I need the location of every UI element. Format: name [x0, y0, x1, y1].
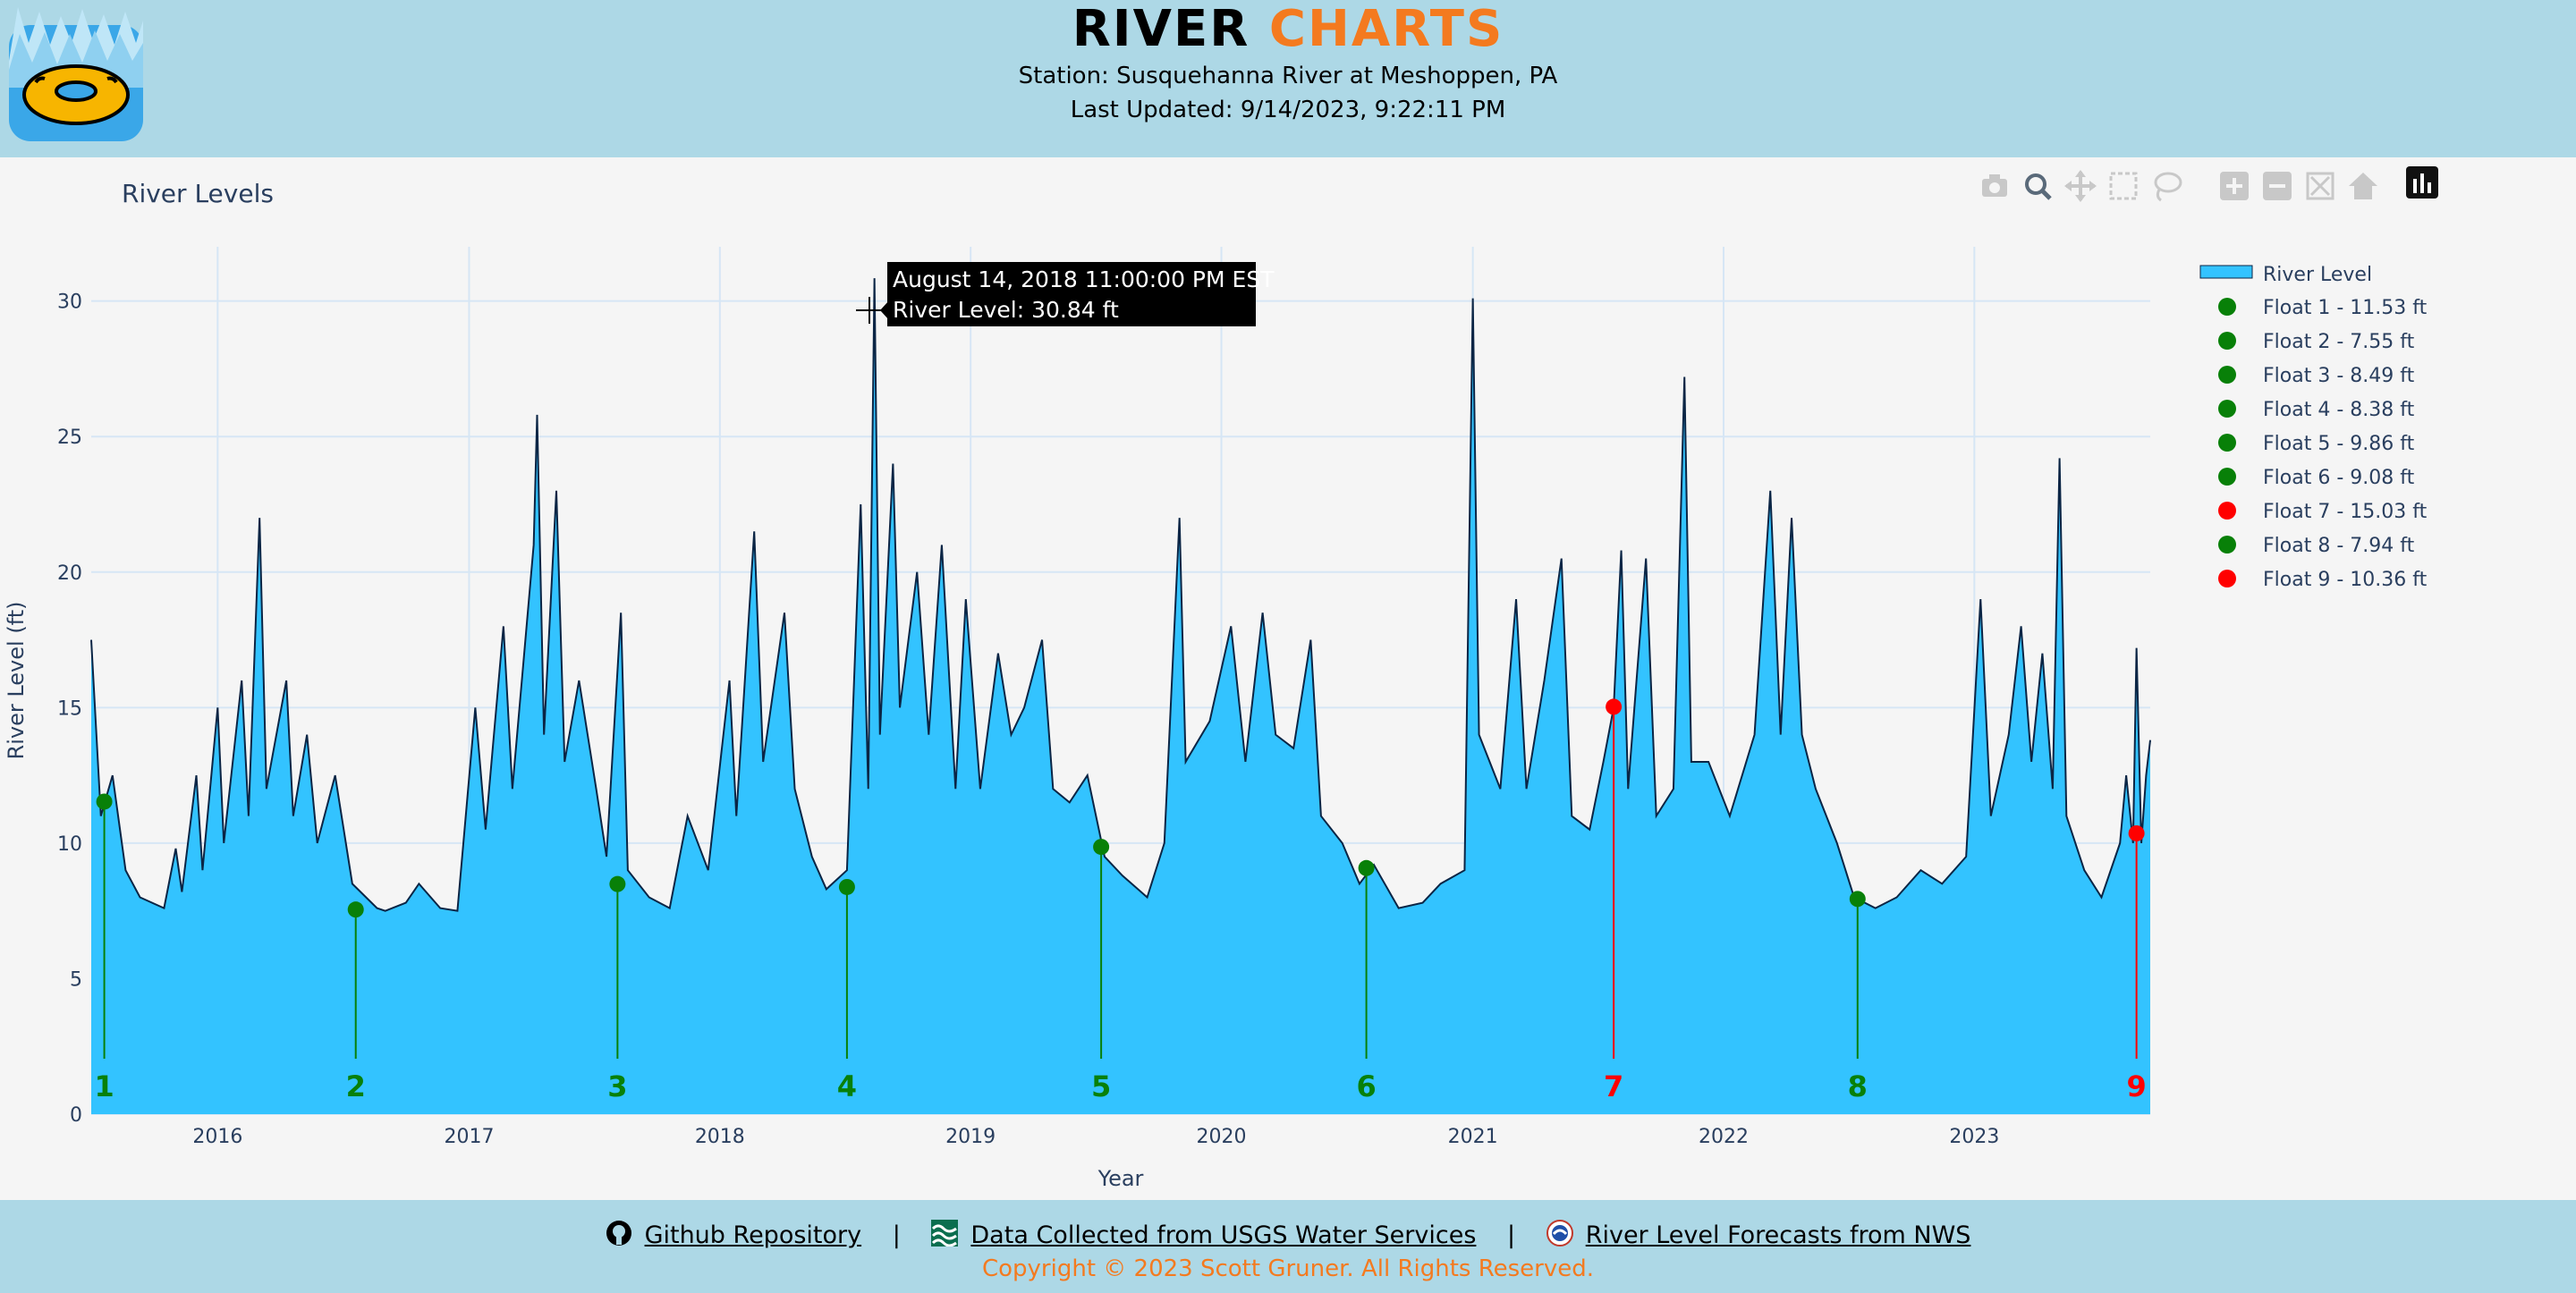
y-tick-label: 0 [70, 1104, 82, 1127]
legend-item-label[interactable]: Float 1 - 11.53 ft [2263, 297, 2428, 319]
float-marker[interactable] [609, 875, 626, 892]
plotly-logo-icon[interactable] [2406, 166, 2438, 199]
x-axis-title: Year [1097, 1166, 1144, 1191]
float-label: 6 [1356, 1069, 1376, 1103]
x-tick-label: 2023 [1949, 1126, 1999, 1148]
legend-marker-swatch [2218, 536, 2236, 554]
copyright-text: Copyright © 2023 Scott Gruner. All Right… [981, 1255, 1595, 1282]
tooltip-line2: River Level: 30.84 ft [893, 297, 1119, 323]
footer-links: Github Repository | Data Collected from … [0, 1220, 2576, 1253]
legend: River Level Float 1 - 11.53 ft Float 2 - 7… [2199, 264, 2428, 591]
y-tick-label: 15 [57, 697, 82, 720]
y-axis-title: River Level (ft) [4, 602, 29, 760]
float-label: 9 [2127, 1069, 2147, 1103]
camera-icon[interactable] [1982, 174, 2007, 197]
station-text: Station: Susquehanna River at Meshoppen,… [1018, 63, 1558, 89]
title-part2: CHARTS [1268, 0, 1504, 58]
float-marker[interactable] [1358, 859, 1375, 876]
inner-tube-logo-icon [9, 7, 143, 141]
zoom-icon[interactable] [2025, 173, 2052, 200]
page-title: RIVER CHARTS [0, 0, 2576, 58]
legend-marker-swatch [2218, 366, 2236, 384]
legend-marker-swatch [2218, 400, 2236, 418]
y-tick-label: 25 [57, 427, 82, 449]
legend-item-label[interactable]: Float 3 - 8.49 ft [2263, 365, 2415, 387]
lasso-select-icon[interactable] [2154, 172, 2182, 202]
legend-item-label[interactable]: Float 2 - 7.55 ft [2263, 331, 2415, 353]
legend-area-swatch [2199, 265, 2253, 279]
float-marker[interactable] [347, 901, 364, 918]
float-marker[interactable] [1849, 891, 1866, 908]
usgs-icon [931, 1220, 959, 1253]
legend-marker-swatch [2218, 298, 2236, 316]
float-marker[interactable] [2128, 824, 2145, 841]
box-select-icon[interactable] [2109, 172, 2138, 200]
title-part1: RIVER [1072, 0, 1250, 58]
x-tick-label: 2020 [1197, 1126, 1247, 1148]
footer-separator: | [1507, 1221, 1516, 1249]
hover-tooltip: August 14, 2018 11:00:00 PM EST River Le… [856, 262, 1275, 326]
last-updated-text: Last Updated: 9/14/2023, 9:22:11 PM [1070, 97, 1506, 123]
legend-marker-swatch [2218, 502, 2236, 520]
legend-marker-swatch [2218, 570, 2236, 587]
reset-axes-icon[interactable] [2349, 173, 2377, 199]
x-tick-label: 2018 [695, 1126, 745, 1148]
float-label: 2 [346, 1069, 366, 1103]
chart-area: River Levels [0, 157, 2576, 1200]
float-markers: 1 2 3 4 5 6 7 8 9 [94, 698, 2147, 1103]
x-tick-label: 2017 [444, 1126, 494, 1148]
zoom-in-icon[interactable] [2220, 172, 2249, 200]
footer-separator: | [892, 1221, 901, 1249]
zoom-out-icon[interactable] [2263, 172, 2292, 200]
footer: Github Repository | Data Collected from … [0, 1200, 2576, 1293]
float-label: 5 [1091, 1069, 1111, 1103]
float-label: 3 [607, 1069, 627, 1103]
usgs-link[interactable]: Data Collected from USGS Water Services [970, 1221, 1477, 1249]
github-icon [606, 1220, 632, 1253]
tooltip-line1: August 14, 2018 11:00:00 PM EST [893, 266, 1275, 292]
y-tick-label: 30 [57, 292, 82, 314]
legend-item-label[interactable]: Float 9 - 10.36 ft [2263, 569, 2428, 591]
river-level-area [91, 278, 2150, 1115]
legend-item-label[interactable]: Float 4 - 8.38 ft [2263, 399, 2415, 421]
pan-icon[interactable] [2064, 170, 2097, 202]
header: RIVER CHARTS Station: Susquehanna River … [0, 0, 2576, 157]
float-marker[interactable] [1606, 698, 1623, 715]
x-tick-label: 2019 [945, 1126, 996, 1148]
legend-item-label[interactable]: Float 8 - 7.94 ft [2263, 535, 2415, 557]
legend-item-label[interactable]: River Level [2263, 264, 2372, 286]
legend-marker-swatch [2218, 434, 2236, 452]
float-label: 8 [1848, 1069, 1868, 1103]
legend-marker-swatch [2218, 332, 2236, 350]
float-label: 4 [837, 1069, 857, 1103]
float-marker[interactable] [96, 793, 113, 810]
crosshair-icon [856, 297, 883, 324]
legend-marker-swatch [2218, 468, 2236, 486]
y-tick-label: 5 [70, 968, 82, 991]
legend-item-label[interactable]: Float 5 - 9.86 ft [2263, 433, 2415, 455]
x-tick-label: 2016 [192, 1126, 242, 1148]
x-tick-label: 2021 [1448, 1126, 1498, 1148]
modebar [1982, 166, 2438, 202]
github-link[interactable]: Github Repository [644, 1221, 862, 1249]
legend-item-label[interactable]: Float 7 - 15.03 ft [2263, 501, 2428, 523]
float-marker[interactable] [1093, 839, 1110, 856]
chart-title: River Levels [122, 179, 274, 208]
y-tick-label: 10 [57, 833, 82, 856]
nws-link[interactable]: River Level Forecasts from NWS [1585, 1221, 1971, 1249]
river-level-line[interactable] [90, 278, 2151, 912]
river-level-chart[interactable]: River Levels [0, 157, 2576, 1200]
nws-icon [1546, 1220, 1573, 1253]
y-tick-label: 20 [57, 562, 82, 585]
autoscale-icon[interactable] [2306, 172, 2334, 200]
float-label: 7 [1604, 1069, 1623, 1103]
float-label: 1 [94, 1069, 114, 1103]
legend-item-label[interactable]: Float 6 - 9.08 ft [2263, 467, 2415, 489]
float-marker[interactable] [838, 878, 855, 895]
x-tick-label: 2022 [1699, 1126, 1749, 1148]
